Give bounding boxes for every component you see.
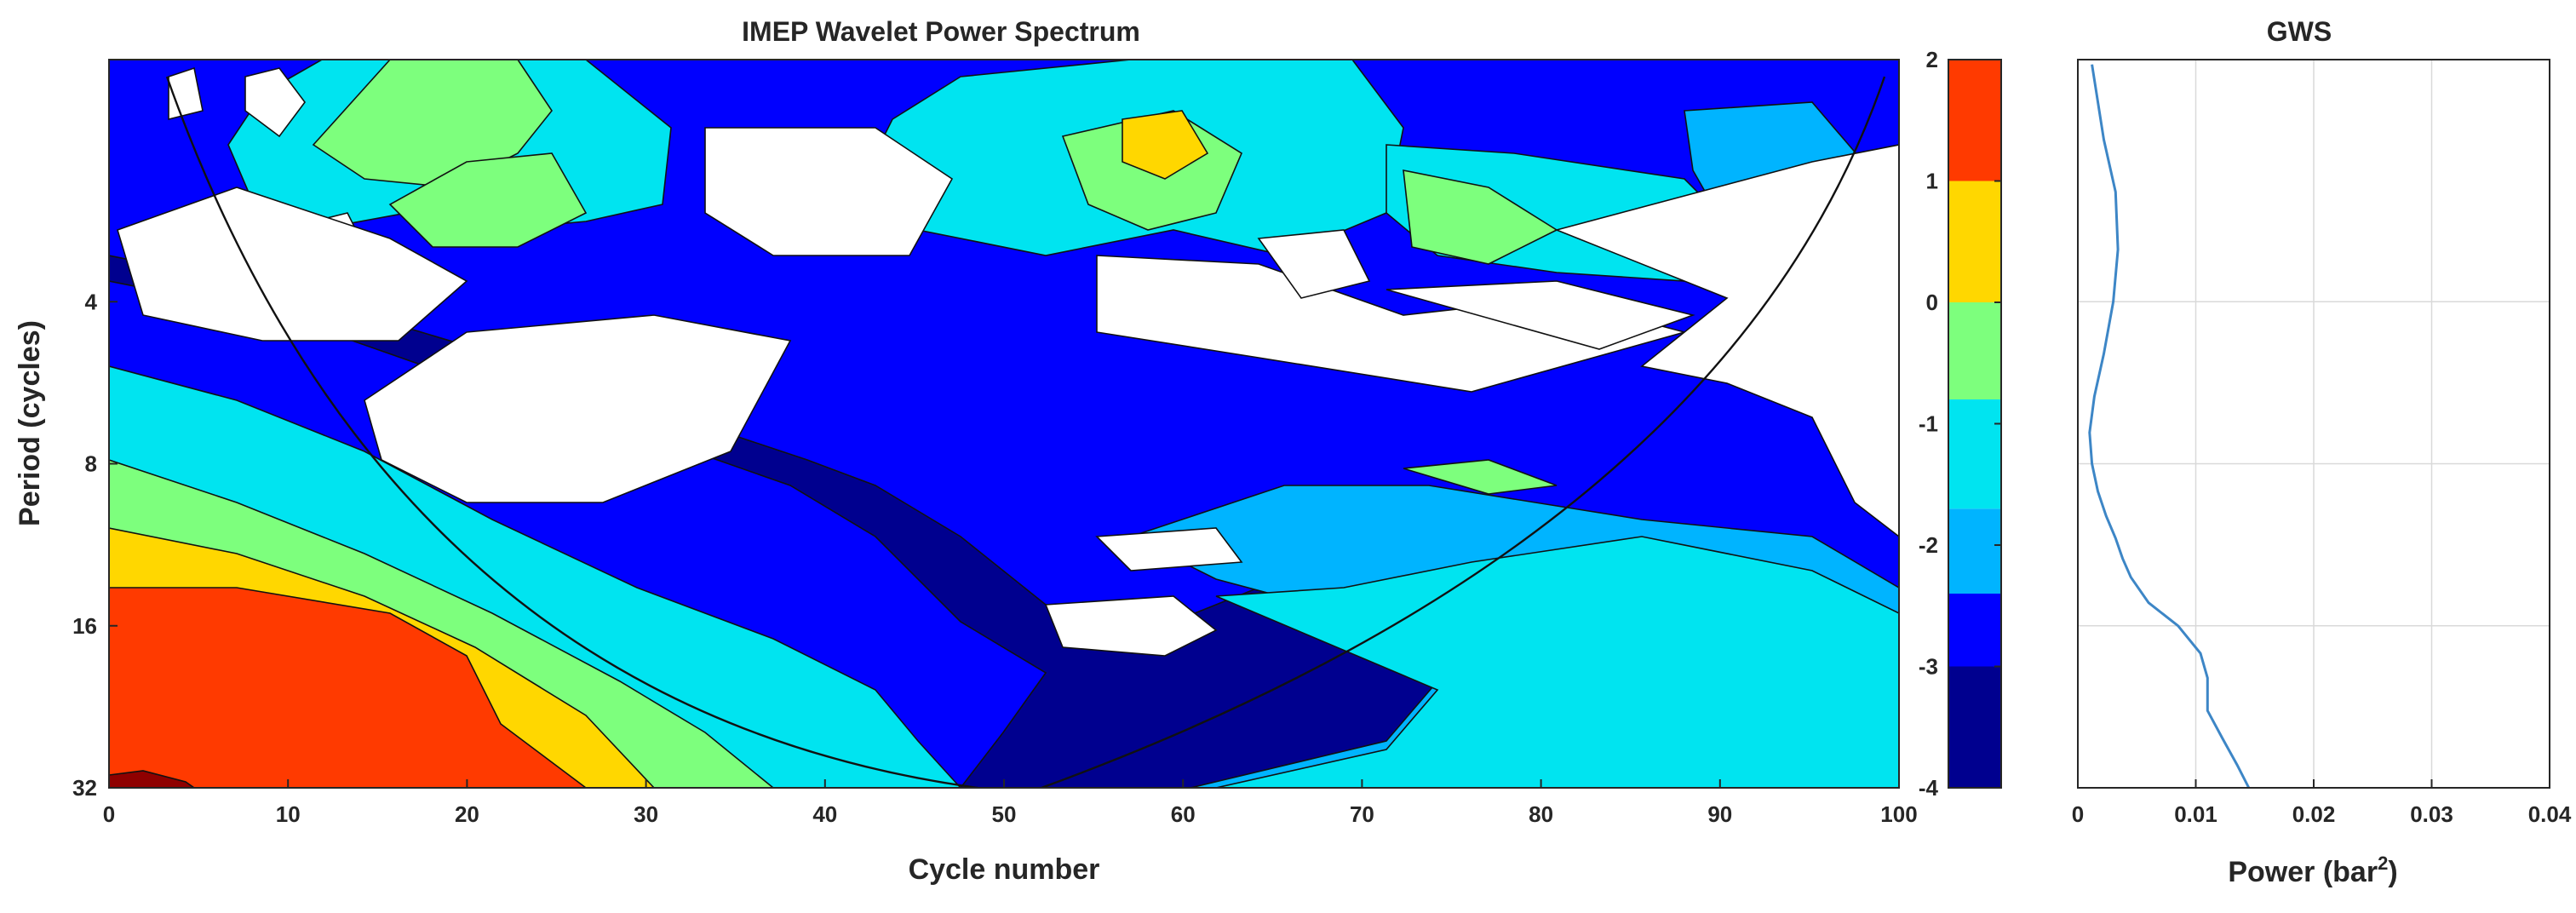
main-y-tick-label: 4 — [85, 289, 98, 314]
gws-x-tick-label: 0.04 — [2528, 801, 2572, 827]
main-x-tick-label: 80 — [1529, 801, 1553, 827]
hole-11 — [1554, 144, 1899, 538]
colorbar: 2 1 0 -1 -2 -3 -4 — [1919, 47, 2002, 801]
gws-plot: GWS 0 0.01 0.02 0.03 0.04 Power (bar2) — [2072, 16, 2572, 888]
colorbar-band — [1948, 181, 2001, 302]
main-x-tick-label: 20 — [455, 801, 479, 827]
gws-x-label-text: Power (bar — [2228, 856, 2378, 888]
hole-9 — [1044, 595, 1218, 657]
hole-2 — [244, 67, 306, 138]
colorbar-tick-label: -1 — [1919, 411, 1938, 437]
gws-x-tick-label: 0 — [2072, 801, 2084, 827]
gws-x-label: Power (bar2) — [2228, 853, 2397, 888]
main-x-tick-label: 0 — [103, 801, 115, 827]
hole-12 — [1386, 280, 1695, 350]
colorbar-band — [1948, 399, 2001, 509]
hole-4 — [117, 187, 468, 342]
contour-green-2 — [388, 152, 588, 248]
gws-x-tick-label: 0.03 — [2410, 801, 2453, 827]
gws-series-line — [2088, 64, 2251, 789]
colorbar-band — [1948, 508, 2001, 594]
wavelet-power-plot: IMEP Wavelet Power Spectrum 0 10 20 30 40 50 6… — [14, 16, 1918, 886]
contour-canvas — [109, 60, 1899, 788]
contour-regions — [109, 60, 1899, 788]
colorbar-band — [1948, 666, 2001, 788]
hole-6 — [704, 127, 954, 256]
colorbar-tick-label: -4 — [1919, 775, 1939, 801]
colorbar-bands — [1948, 60, 2001, 788]
colorbar-ticks: 2 1 0 -1 -2 -3 -4 — [1919, 47, 2001, 801]
colorbar-band — [1948, 60, 2001, 181]
main-y-tick-label: 32 — [72, 775, 97, 801]
main-y-ticks: 4 8 16 32 — [72, 289, 118, 801]
hole-5 — [364, 314, 792, 503]
main-x-tick-label: 40 — [812, 801, 837, 827]
main-x-tick-label: 90 — [1707, 801, 1732, 827]
hole-10 — [1095, 527, 1243, 571]
main-x-tick-label: 60 — [1171, 801, 1196, 827]
gws-x-tick-label: 0.01 — [2174, 801, 2217, 827]
contour-yellow-peak — [1122, 110, 1209, 180]
gws-x-ticks: 0 0.01 0.02 0.03 0.04 — [2072, 779, 2572, 827]
gws-title: GWS — [2267, 16, 2332, 47]
main-y-label: Period (cycles) — [14, 320, 46, 526]
colorbar-tick-label: 1 — [1926, 169, 1938, 194]
main-x-label: Cycle number — [909, 853, 1100, 886]
gws-x-label-end: ) — [2388, 856, 2397, 888]
gws-x-tick-label: 0.02 — [2292, 801, 2336, 827]
contour-band-3b — [1215, 536, 1899, 788]
main-x-tick-label: 30 — [634, 801, 658, 827]
colorbar-band — [1948, 302, 2001, 399]
contour-band-7 — [109, 770, 196, 788]
gws-x-label-sup: 2 — [2378, 853, 2388, 874]
main-y-tick-label: 8 — [85, 451, 97, 477]
main-x-tick-label: 50 — [992, 801, 1017, 827]
colorbar-band — [1948, 594, 2001, 667]
contour-green-5 — [1403, 459, 1558, 495]
main-x-tick-label: 10 — [276, 801, 301, 827]
hole-8 — [1257, 229, 1371, 299]
main-title: IMEP Wavelet Power Spectrum — [742, 16, 1140, 47]
main-x-ticks: 0 10 20 30 40 50 60 70 80 90 100 — [103, 779, 1918, 827]
main-x-tick-label: 70 — [1350, 801, 1374, 827]
main-y-tick-label: 16 — [72, 613, 97, 639]
colorbar-tick-label: -2 — [1919, 532, 1938, 558]
contour-band-6 — [109, 587, 588, 788]
main-x-tick-label: 100 — [1880, 801, 1917, 827]
colorbar-tick-label: -3 — [1919, 654, 1938, 680]
contour-green-4 — [1403, 169, 1558, 265]
cone-of-influence — [165, 76, 1886, 788]
colorbar-tick-label: 2 — [1926, 47, 1938, 72]
colorbar-tick-label: 0 — [1926, 290, 1938, 315]
